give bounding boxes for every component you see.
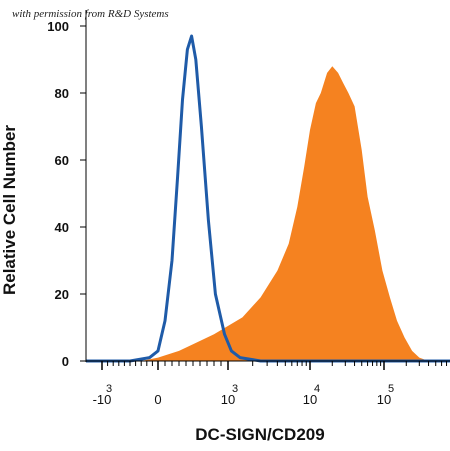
histogram-filled-series [86,66,450,361]
watermark: with permission from R&D Systems [12,8,169,20]
y-tick-label: 20 [55,287,69,302]
y-tick-label: 60 [55,153,69,168]
x-axis-title: DC-SIGN/CD209 [195,425,325,444]
x-tick-label: 10 [377,392,391,407]
x-tick-label: -10 [93,392,112,407]
x-tick-exponent: 4 [314,383,320,395]
x-tick-label: 10 [303,392,317,407]
x-tick-exponent: 3 [106,383,112,395]
x-tick-label: 10 [221,392,235,407]
y-axis-title: Relative Cell Number [0,124,19,296]
x-tick-exponent: 5 [388,383,394,395]
y-tick-label: 100 [47,19,69,34]
y-tick-label: 40 [55,220,69,235]
y-tick-label: 0 [62,354,69,369]
x-tick-label: 0 [154,392,161,407]
histogram-line-series [86,34,450,363]
y-tick-label: 80 [55,86,69,101]
x-tick-exponent: 3 [232,383,238,395]
